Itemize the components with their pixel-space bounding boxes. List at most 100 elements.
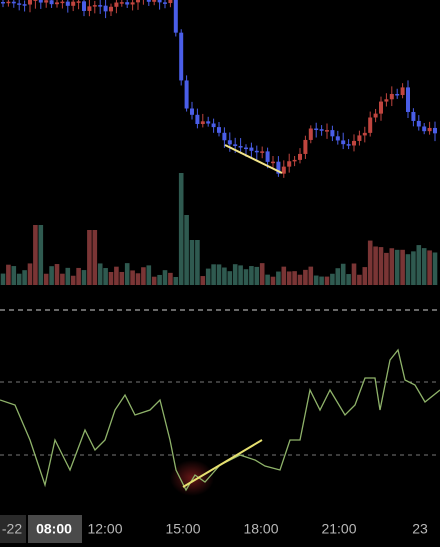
volume-bar (427, 250, 432, 285)
volume-bar (330, 273, 335, 285)
candle-body (389, 93, 394, 100)
volume-bar (168, 272, 173, 285)
candle-body (422, 126, 427, 132)
volume-bar (416, 245, 422, 285)
candle-body (373, 113, 378, 118)
volume-bar (54, 264, 60, 285)
volume-bar (411, 251, 416, 285)
candle-body (114, 2, 119, 7)
candle-body (319, 129, 324, 131)
candle-body (233, 144, 238, 147)
candle-body (163, 2, 167, 4)
candle-body (292, 159, 297, 162)
candle-body (6, 1, 11, 4)
volume-bar (173, 276, 179, 285)
volume-bar (49, 266, 54, 285)
volume-bar (378, 247, 384, 285)
volume-bar (6, 264, 11, 285)
volume-bar (60, 273, 65, 285)
candle-body (265, 151, 270, 162)
volume-bar (292, 271, 297, 285)
candle-body (119, 2, 124, 4)
candle-body (200, 121, 205, 125)
candle-body (60, 1, 65, 4)
volume-bar (276, 271, 281, 285)
candle-body (87, 6, 92, 11)
volume-bar (373, 246, 378, 285)
candle-body (249, 147, 254, 151)
candle-body (238, 146, 243, 148)
time-label: -22 (2, 521, 22, 537)
candle-body (11, 1, 16, 4)
volume-bar (227, 271, 233, 285)
candle-body (271, 161, 275, 164)
candle-body (352, 140, 356, 146)
candle-body (136, 0, 140, 3)
volume-bar (243, 269, 249, 285)
volume-bar (65, 267, 71, 285)
volume-bar (249, 266, 254, 285)
candle-body (287, 161, 292, 167)
volume-bar (222, 267, 227, 285)
candle-body (303, 139, 308, 154)
candle-body (38, 0, 43, 3)
volume-bar (297, 274, 303, 285)
candle-body (65, 1, 70, 6)
candle-body (357, 135, 362, 141)
time-label: 21:00 (321, 521, 356, 537)
candle-body (1, 2, 5, 4)
candle-body (308, 128, 313, 140)
volume-bar (384, 252, 389, 285)
candle-body (179, 32, 184, 81)
time-label: 12:00 (87, 521, 122, 537)
volume-bar (124, 263, 130, 285)
candle-body (98, 5, 103, 7)
volume-bar (108, 271, 114, 285)
candle-body (406, 87, 410, 112)
volume-bar (421, 248, 427, 285)
volume-bar (270, 276, 276, 285)
volume-bar (119, 271, 125, 285)
volume-bar (319, 276, 324, 285)
volume-bar (70, 275, 76, 285)
candle-body (314, 128, 319, 131)
candle-body (76, 1, 81, 3)
volume-pane (0, 173, 438, 285)
candle-body (325, 130, 329, 132)
candle-body (379, 101, 383, 114)
candle-body (427, 127, 432, 132)
rsi-trendline (182, 439, 263, 488)
volume-bar (394, 249, 400, 285)
volume-bar (27, 263, 33, 285)
candle-body (184, 80, 189, 109)
candle-body (341, 140, 346, 145)
volume-bar (195, 240, 200, 285)
candle-body (152, 0, 157, 2)
candle-body (260, 151, 265, 153)
volume-bar (97, 263, 103, 285)
candle-body (206, 121, 211, 124)
candle-body (44, 0, 49, 3)
candle-body (211, 123, 216, 128)
volume-bar (259, 263, 265, 285)
volume-bar (81, 270, 87, 285)
volume-bar (38, 225, 44, 285)
volume-bar (151, 276, 157, 285)
current-time-label-bg (28, 515, 82, 543)
candle-body (33, 0, 38, 1)
volume-bar (308, 266, 314, 285)
price-trendline (224, 144, 283, 174)
volume-bar (351, 263, 357, 285)
volume-bar (87, 230, 92, 285)
volume-bar (103, 268, 108, 285)
volume-bar (141, 267, 146, 285)
volume-bar (11, 266, 17, 285)
candle-body (411, 111, 416, 121)
candle-body (298, 153, 302, 160)
volume-bar (211, 264, 216, 285)
candle-body (416, 120, 421, 127)
current-time-label: 08:00 (36, 521, 72, 537)
volume-bar (189, 240, 195, 285)
volume-bar (389, 248, 395, 285)
